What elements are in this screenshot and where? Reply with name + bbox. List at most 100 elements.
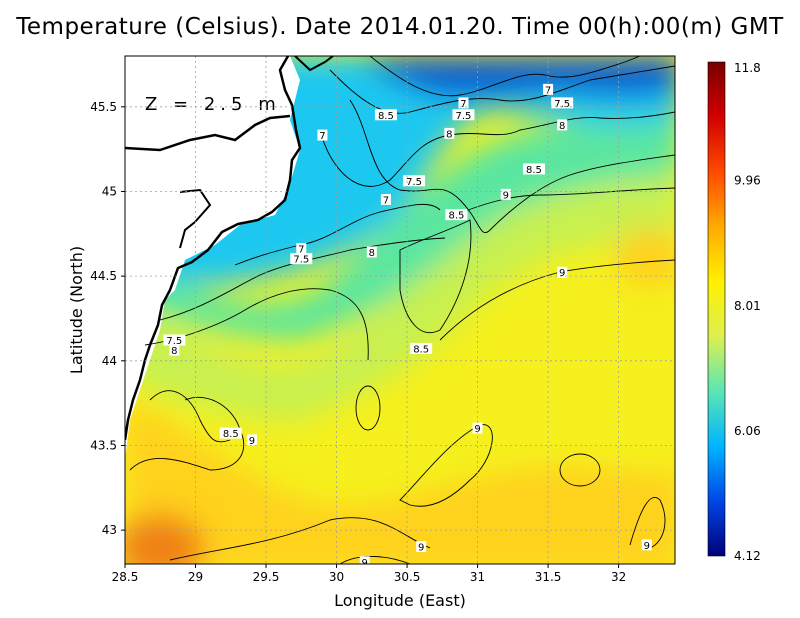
contour-label: 7.5 (293, 255, 309, 266)
contour-label-bg (246, 434, 257, 446)
contour-9-sw (129, 396, 245, 471)
warmest-patch-sw (125, 514, 205, 564)
contour-label: 7.5 (166, 336, 182, 347)
land-area (125, 56, 300, 460)
x-tick-label: 31.5 (535, 570, 562, 584)
contour-label: 7 (460, 99, 466, 110)
x-axis-label: Longitude (East) (334, 591, 466, 610)
contour-label: 8.5 (448, 211, 464, 222)
contour-label: 8 (171, 346, 177, 357)
contour-label-bg (445, 209, 468, 221)
contour-label-bg (410, 342, 433, 354)
contour-label-bg (557, 119, 568, 131)
contour-label: 8.5 (526, 165, 542, 176)
contour-label: 9 (418, 543, 424, 554)
contour-label-bg (458, 97, 469, 109)
contour-label-bg (500, 188, 511, 200)
contour-label: 8 (559, 121, 565, 132)
contour-label: 7 (383, 195, 389, 206)
contour-label: 8.5 (223, 429, 239, 440)
x-axis-ticks: 28.5 29 29.5 30 30.5 31 31.5 32 (112, 564, 626, 584)
coastline-north-inlet (125, 114, 291, 152)
x-tick-label: 29.5 (253, 570, 280, 584)
x-tick-label: 30.5 (394, 570, 421, 584)
x-tick-label: 28.5 (112, 570, 139, 584)
y-axis-label: Latitude (North) (67, 246, 86, 374)
contour-label-bg (403, 175, 426, 187)
contour-label-bg (557, 266, 568, 278)
contour-label: 7 (298, 245, 304, 256)
colorbar-tick-label: 8.01 (734, 299, 761, 313)
contour-label-bg (374, 109, 397, 121)
x-tick-label: 29 (188, 570, 203, 584)
contour-label: 7 (545, 85, 551, 96)
contour-7-west (234, 203, 441, 266)
contour-label-bg (522, 163, 545, 175)
x-tick-label: 30 (329, 570, 344, 584)
contour-label-bg (359, 556, 370, 564)
colorbar-tick-label: 6.06 (734, 424, 761, 438)
contour-label: 9 (503, 190, 509, 201)
contour-label: 9 (249, 436, 255, 447)
y-tick-label: 43 (102, 523, 117, 537)
warm-band-south (125, 400, 675, 564)
contour-label-bg (543, 83, 554, 95)
plot-title: Temperature (Celsius). Date 2014.01.20. … (16, 14, 784, 40)
contour-label-bg (444, 127, 455, 139)
contour-label: 7 (319, 131, 325, 142)
contour-label: 8.5 (413, 344, 429, 355)
contour-label-bg (163, 334, 186, 346)
contour-label-bg (380, 193, 391, 205)
contour-label: 9 (559, 268, 565, 279)
contour-label-bg (219, 427, 242, 439)
coastline (125, 56, 302, 441)
colorbar-ticks: 11.8 9.96 8.01 6.06 4.12 (734, 61, 761, 563)
lake-outline (294, 56, 334, 72)
contour-eddy-2 (559, 453, 601, 487)
contour-9-bottom (339, 555, 411, 564)
warm-patch-east (615, 228, 675, 288)
contour-label: 9 (474, 424, 480, 435)
contour-7-north (369, 56, 641, 97)
colorbar (707, 61, 726, 557)
y-tick-label: 45 (102, 184, 117, 198)
y-axis-ticks: 43 43.5 44 44.5 45 45.5 (90, 100, 125, 537)
contour-8-5-mid (349, 99, 675, 233)
contour-label-bg (317, 129, 328, 141)
depth-label: Z = 2.5 m (145, 94, 281, 115)
contour-label: 8 (369, 248, 375, 259)
contour-7-5-north (329, 65, 675, 114)
estuary-outline (179, 188, 212, 249)
contour-label-bg (169, 344, 180, 356)
colorbar-tick-label: 4.12 (734, 549, 761, 563)
y-tick-label: 44 (102, 354, 117, 368)
contour-label: 8 (446, 129, 452, 140)
contour-label-bg (452, 109, 475, 121)
contour-label: 8.5 (378, 111, 394, 122)
contour-label-bg (416, 541, 427, 553)
y-tick-label: 45.5 (90, 100, 117, 114)
contour-8-5-sw (149, 390, 231, 443)
contour-label: 7.5 (406, 177, 422, 188)
contour-label-bg (641, 539, 652, 551)
contour-8-north (319, 111, 675, 187)
contour-label: 7.5 (554, 99, 570, 110)
y-tick-label: 44.5 (90, 269, 117, 283)
contour-9-se (629, 497, 666, 551)
contour-label-bg (290, 253, 313, 265)
contour-label-bg (551, 97, 574, 109)
x-tick-label: 32 (611, 570, 626, 584)
contour-label-bg (366, 246, 377, 258)
colorbar-tick-label: 9.96 (734, 173, 761, 187)
contour-9-east (454, 187, 675, 216)
contour-label-bg (296, 243, 307, 255)
contour-9-south (169, 517, 431, 561)
plot-frame (124, 55, 676, 565)
grid-lines (125, 56, 675, 564)
colorbar-tick-label: 11.8 (734, 61, 761, 75)
contour-label: 7.5 (456, 111, 472, 122)
contour-8-5-lobe (399, 219, 472, 333)
